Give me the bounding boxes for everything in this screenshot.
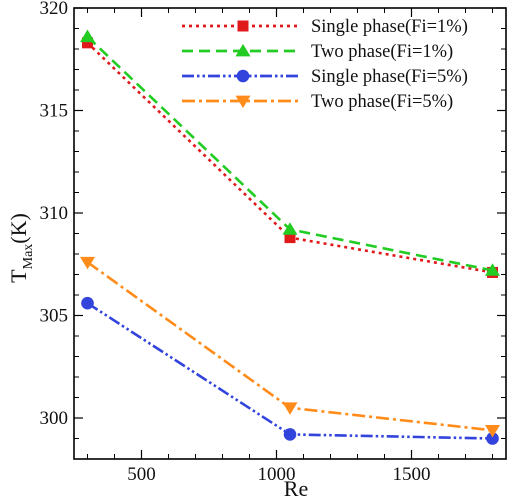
- series-3-line: [86, 302, 493, 440]
- series-4-point-1: [79, 256, 96, 270]
- y-tick-label-3: 310: [40, 203, 69, 224]
- y-tick-label-4: 315: [40, 101, 69, 122]
- legend-item-1: Single phase(Fi=1%): [182, 17, 468, 37]
- legend-marker-4: [235, 95, 251, 109]
- plot-area: [79, 29, 501, 445]
- legend-marker-1: [237, 20, 249, 32]
- series-2-point-1: [79, 29, 96, 43]
- y-tick-label-2: 305: [40, 306, 69, 327]
- x-tick-label-1: 500: [127, 464, 156, 485]
- legend-marker-2: [235, 43, 251, 57]
- y-axis-title-main: T: [6, 269, 31, 283]
- y-axis-title-unit: (K): [6, 213, 31, 244]
- legend-label-3: Single phase(Fi=5%): [311, 67, 468, 87]
- y-axis-title-subscript: Max: [21, 244, 36, 270]
- series-1-point-2: [284, 232, 296, 244]
- series-3-point-1: [81, 296, 94, 310]
- x-axis-title: Re: [284, 476, 308, 501]
- series-2: [79, 29, 501, 276]
- x-tick-label-2: 1000: [258, 464, 296, 485]
- series-4-point-3: [484, 424, 501, 438]
- series-1-point-1: [82, 37, 93, 49]
- legend-label-1: Single phase(Fi=1%): [311, 17, 468, 37]
- y-axis-title: TMax(K): [6, 213, 36, 283]
- series-4-point-2: [282, 402, 298, 415]
- series-2-point-3: [484, 263, 501, 276]
- series-3-point-2: [283, 428, 297, 441]
- series-2-point-2: [282, 222, 298, 235]
- legend-item-2: Two phase(Fi=1%): [182, 42, 453, 62]
- axes: 500 1000 1500 300 305 310 315 320: [40, 0, 507, 485]
- legend-marker-3: [236, 69, 250, 83]
- legend-label-2: Two phase(Fi=1%): [311, 42, 453, 62]
- y-tick-label-5: 320: [40, 0, 69, 19]
- legend-item-4: Two phase(Fi=5%): [182, 92, 453, 112]
- x-tick-label-3: 1500: [393, 464, 431, 485]
- legend: Single phase(Fi=1%) Two phase(Fi=1%) Singl…: [182, 17, 468, 112]
- series-3: [81, 296, 499, 445]
- y-tick-label-1: 300: [40, 408, 69, 429]
- series-3-point-3: [486, 432, 499, 445]
- legend-label-4: Two phase(Fi=5%): [311, 92, 453, 112]
- legend-item-3: Single phase(Fi=5%): [182, 67, 468, 87]
- series-4: [79, 256, 501, 438]
